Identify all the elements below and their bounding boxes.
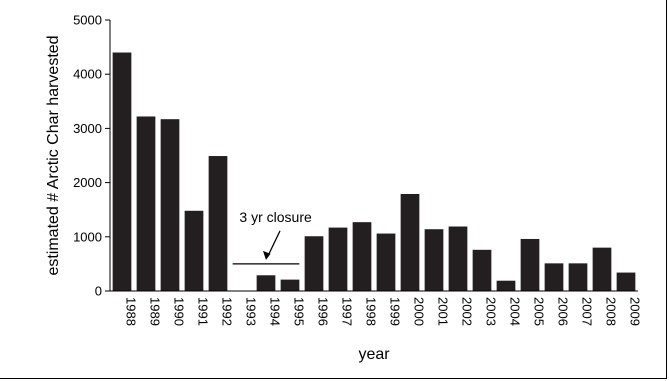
x-tick-label: 1988 (124, 297, 139, 326)
x-tick-label: 2004 (508, 297, 523, 326)
bars (112, 52, 636, 291)
bar-2009 (616, 272, 636, 291)
bar-1999 (376, 233, 396, 291)
bar-1988 (112, 52, 132, 291)
y-tick-label: 3000 (73, 121, 102, 136)
y-tick-label: 2000 (73, 175, 102, 190)
bar-2007 (568, 263, 588, 291)
y-axis-ticks: 0 1000 2000 3000 4000 5000 (73, 13, 110, 299)
closure-annotation: 3 yr closure (232, 209, 312, 265)
x-axis-ticks: 1988 1989 1990 1991 1992 1993 1994 1995 1996 1997… (124, 297, 643, 326)
x-tick-label: 1995 (292, 297, 307, 326)
x-tick-label: 2008 (604, 297, 619, 326)
y-tick-label: 0 (95, 284, 102, 299)
y-tick-label: 5000 (73, 13, 102, 28)
closure-label: 3 yr closure (239, 209, 312, 225)
bar-2003 (472, 249, 492, 291)
x-tick-label: 1989 (148, 297, 163, 326)
x-tick-label: 1990 (172, 297, 187, 326)
x-tick-label: 1992 (220, 297, 235, 326)
bar-1998 (352, 222, 372, 291)
bar-1995 (280, 279, 300, 291)
x-axis-title: year (358, 346, 390, 363)
x-tick-label: 1993 (244, 297, 259, 326)
x-tick-label: 2009 (628, 297, 643, 326)
y-tick-label: 1000 (73, 229, 102, 244)
y-axis-title: estimated # Arctic Char harvested (45, 35, 62, 275)
x-tick-label: 1991 (196, 297, 211, 326)
x-tick-label: 1994 (268, 297, 283, 326)
x-tick-label: 1998 (364, 297, 379, 326)
bar-2005 (520, 238, 540, 291)
bar-2002 (448, 226, 468, 291)
bar-1996 (304, 236, 324, 291)
bar-2000 (400, 193, 420, 291)
x-tick-label: 2007 (580, 297, 595, 326)
bar-2006 (544, 263, 564, 291)
x-tick-label: 2001 (436, 297, 451, 326)
bar-1992 (208, 156, 228, 291)
x-tick-label: 2003 (484, 297, 499, 326)
x-tick-label: 1997 (340, 297, 355, 326)
bar-1990 (160, 119, 180, 291)
x-tick-label: 2000 (412, 297, 427, 326)
bar-2008 (592, 247, 612, 291)
bar-2001 (424, 229, 444, 291)
y-tick-label: 4000 (73, 67, 102, 82)
bar-2004 (496, 280, 516, 291)
closure-arrow (266, 230, 281, 258)
x-tick-label: 2006 (556, 297, 571, 326)
bar-1989 (136, 116, 156, 291)
x-tick-label: 1996 (316, 297, 331, 326)
x-tick-label: 1999 (388, 297, 403, 326)
x-tick-label: 2002 (460, 297, 475, 326)
bar-1997 (328, 227, 348, 291)
closure-arrowhead (263, 250, 271, 260)
bar-1994 (256, 275, 276, 291)
x-tick-label: 2005 (532, 297, 547, 326)
bar-1991 (184, 210, 204, 291)
